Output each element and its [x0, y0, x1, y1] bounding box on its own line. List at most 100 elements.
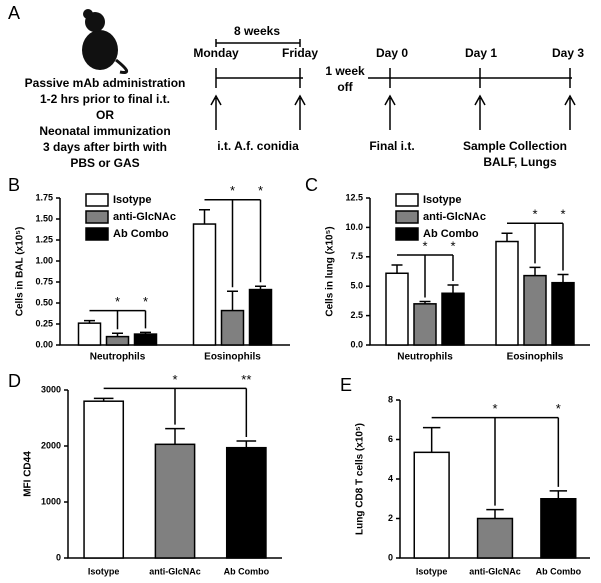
y-tick-label: 1.25 — [35, 234, 53, 244]
significance-bracket — [397, 254, 454, 298]
error-bar — [529, 266, 541, 276]
y-tick-label: 2.5 — [350, 310, 363, 320]
y-tick-label: 0.25 — [35, 318, 53, 328]
x-tick-label: Isotype — [88, 566, 120, 576]
panel-label: E — [340, 375, 352, 395]
event-label: BALF, Lungs — [483, 155, 557, 169]
day-label: Friday — [282, 46, 318, 60]
event-label: i.t. A.f. conidia — [217, 139, 299, 153]
y-tick-label: 0.00 — [35, 339, 53, 349]
protocol-text: PBS or GAS — [70, 156, 139, 170]
error-bar — [486, 508, 504, 519]
protocol-text: OR — [96, 108, 114, 122]
significance: * — [258, 183, 263, 198]
bar — [495, 240, 519, 346]
day-label: Day 3 — [552, 46, 584, 60]
x-tick-label: Eosinophils — [204, 352, 261, 363]
y-tick-label: 1.75 — [35, 192, 53, 202]
y-tick-label: 2 — [388, 513, 393, 523]
day-label: Monday — [193, 46, 239, 60]
bar — [83, 400, 125, 559]
y-tick-label: 0 — [56, 552, 61, 562]
bar — [192, 223, 217, 346]
significance: * — [450, 238, 455, 253]
protocol-text: Passive mAb administration — [25, 76, 186, 90]
bar — [385, 272, 409, 346]
significance: * — [172, 372, 177, 387]
error-bar — [557, 273, 569, 283]
y-tick-label: 3000 — [41, 384, 61, 394]
bar — [441, 292, 465, 346]
legend-label: Isotype — [113, 194, 152, 206]
y-tick-label: 10.0 — [345, 222, 363, 232]
legend-label: anti-GlcNAc — [423, 211, 486, 223]
day-label: Day 1 — [465, 46, 497, 60]
y-tick-label: 0.0 — [350, 339, 363, 349]
bar — [154, 443, 196, 559]
y-tick-label: 8 — [388, 394, 393, 404]
legend-label: anti-GlcNAc — [113, 211, 176, 223]
significance: * — [532, 207, 537, 222]
bar — [248, 288, 273, 346]
legend-swatch — [85, 193, 109, 207]
x-tick-label: Isotype — [416, 566, 448, 576]
mouse-icon — [82, 9, 128, 74]
significance: ** — [241, 372, 251, 387]
timeline — [210, 39, 576, 130]
legend-swatch — [395, 210, 419, 224]
duration: 8 weeks — [234, 24, 280, 38]
legend-swatch — [395, 227, 419, 241]
panel-label: C — [305, 175, 318, 195]
error-bar — [391, 264, 403, 274]
y-tick-label: 12.5 — [345, 192, 363, 202]
x-tick-label: Ab Combo — [224, 566, 270, 576]
bar — [133, 333, 158, 346]
panel-label: B — [8, 175, 20, 195]
bar — [540, 498, 577, 559]
error-bar — [227, 290, 238, 311]
y-tick-label: 0.50 — [35, 297, 53, 307]
panel-label: D — [8, 371, 21, 391]
legend-swatch — [85, 227, 109, 241]
bar — [77, 322, 102, 346]
bar — [476, 517, 514, 559]
x-tick-label: Neutrophils — [397, 352, 453, 363]
bar — [220, 309, 245, 346]
event-label: Final i.t. — [369, 139, 414, 153]
x-tick-label: Eosinophils — [507, 352, 564, 363]
day-label: Day 0 — [376, 46, 408, 60]
significance-bracket — [431, 416, 560, 506]
y-tick-label: 0 — [388, 552, 393, 562]
y-tick-label: 6 — [388, 434, 393, 444]
x-tick-label: anti-GlcNAc — [469, 566, 521, 576]
bar — [551, 281, 575, 346]
error-bar — [501, 232, 513, 242]
y-axis-label: Cells in lung (x10⁵) — [325, 226, 336, 316]
legend-label: Ab Combo — [423, 228, 479, 240]
significance-bracket — [103, 387, 248, 437]
y-axis-label: MFI CD44 — [23, 451, 34, 497]
significance: * — [556, 401, 561, 416]
bar — [105, 335, 130, 346]
x-tick-label: Ab Combo — [536, 566, 582, 576]
significance-bracket — [204, 199, 262, 288]
significance: * — [143, 294, 148, 309]
protocol-text: 1-2 hrs prior to final i.t. — [40, 92, 170, 106]
legend-label: Isotype — [423, 194, 462, 206]
significance-bracket — [89, 309, 147, 330]
error-bar — [236, 440, 257, 448]
error-bar — [422, 426, 441, 453]
significance: * — [492, 401, 497, 416]
significance: * — [560, 207, 565, 222]
legend-swatch — [395, 193, 419, 207]
legend-label: Ab Combo — [113, 228, 169, 240]
bar — [225, 446, 267, 559]
bar — [413, 303, 437, 346]
error-bar — [447, 284, 459, 294]
y-axis-label: Cells in BAL (x10⁵) — [15, 227, 26, 317]
x-tick-label: anti-GlcNAc — [149, 566, 201, 576]
significance-bracket — [507, 222, 564, 271]
x-tick-label: Neutrophils — [90, 352, 146, 363]
significance: * — [115, 294, 120, 309]
